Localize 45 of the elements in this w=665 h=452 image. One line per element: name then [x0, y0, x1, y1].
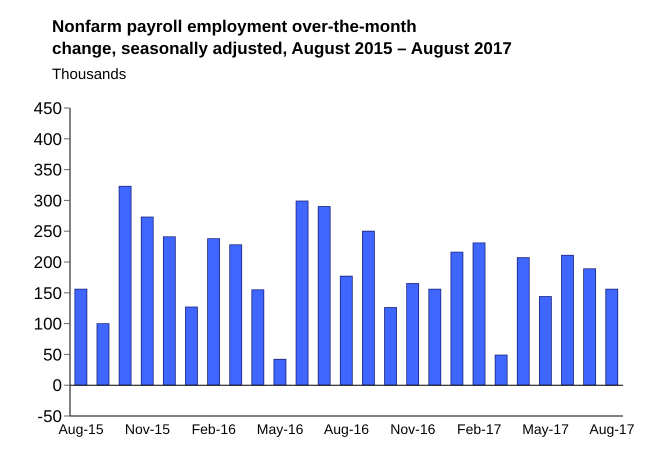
x-tick-label: Aug-16: [324, 420, 370, 437]
x-tick-label: Feb-16: [192, 420, 236, 437]
bar: [605, 288, 618, 386]
bar: [318, 206, 331, 386]
chart-title: Nonfarm payroll employment over-the-month change, seasonally adjusted, August 2015 – August 2017: [52, 16, 512, 60]
bar: [450, 252, 464, 386]
bar: [472, 242, 486, 386]
bar: [251, 289, 264, 386]
bar: [207, 238, 220, 386]
bar: [185, 306, 198, 386]
bar: [340, 276, 353, 386]
bar: [74, 288, 88, 386]
bar: [538, 296, 552, 386]
y-tick-label: 0: [52, 376, 62, 396]
bar: [140, 216, 154, 386]
y-tick-label: 100: [34, 314, 62, 334]
bar: [296, 200, 308, 386]
x-tick-label: Nov-15: [124, 420, 170, 437]
bar: [428, 288, 442, 386]
bar: [362, 230, 375, 386]
bar: [516, 257, 530, 386]
bar: [583, 268, 596, 386]
bar: [494, 354, 508, 386]
y-tick-label: 450: [34, 99, 62, 118]
bar: [96, 323, 110, 386]
y-tick-label: 200: [34, 253, 62, 272]
y-tick-label: 400: [34, 130, 62, 149]
bar: [384, 307, 397, 386]
y-tick-label: 350: [34, 160, 62, 180]
bar: [229, 244, 242, 386]
x-tick-label: Feb-17: [457, 420, 502, 437]
y-tick-label: 150: [34, 284, 62, 303]
x-tick-label: Nov-16: [390, 420, 436, 437]
bar: [118, 186, 132, 386]
bar: [162, 236, 176, 386]
y-axis-title: Thousands: [52, 66, 126, 83]
y-tick-label: 300: [34, 191, 62, 210]
y-tick-label: 50: [43, 345, 62, 364]
x-tick-label: May-16: [256, 420, 304, 437]
bar: [561, 254, 574, 386]
bar: [406, 283, 420, 386]
bar: [274, 358, 286, 386]
y-tick-label: 250: [34, 222, 62, 242]
x-tick-label: May-17: [522, 420, 570, 437]
x-tick-label: Aug-17: [589, 420, 635, 437]
